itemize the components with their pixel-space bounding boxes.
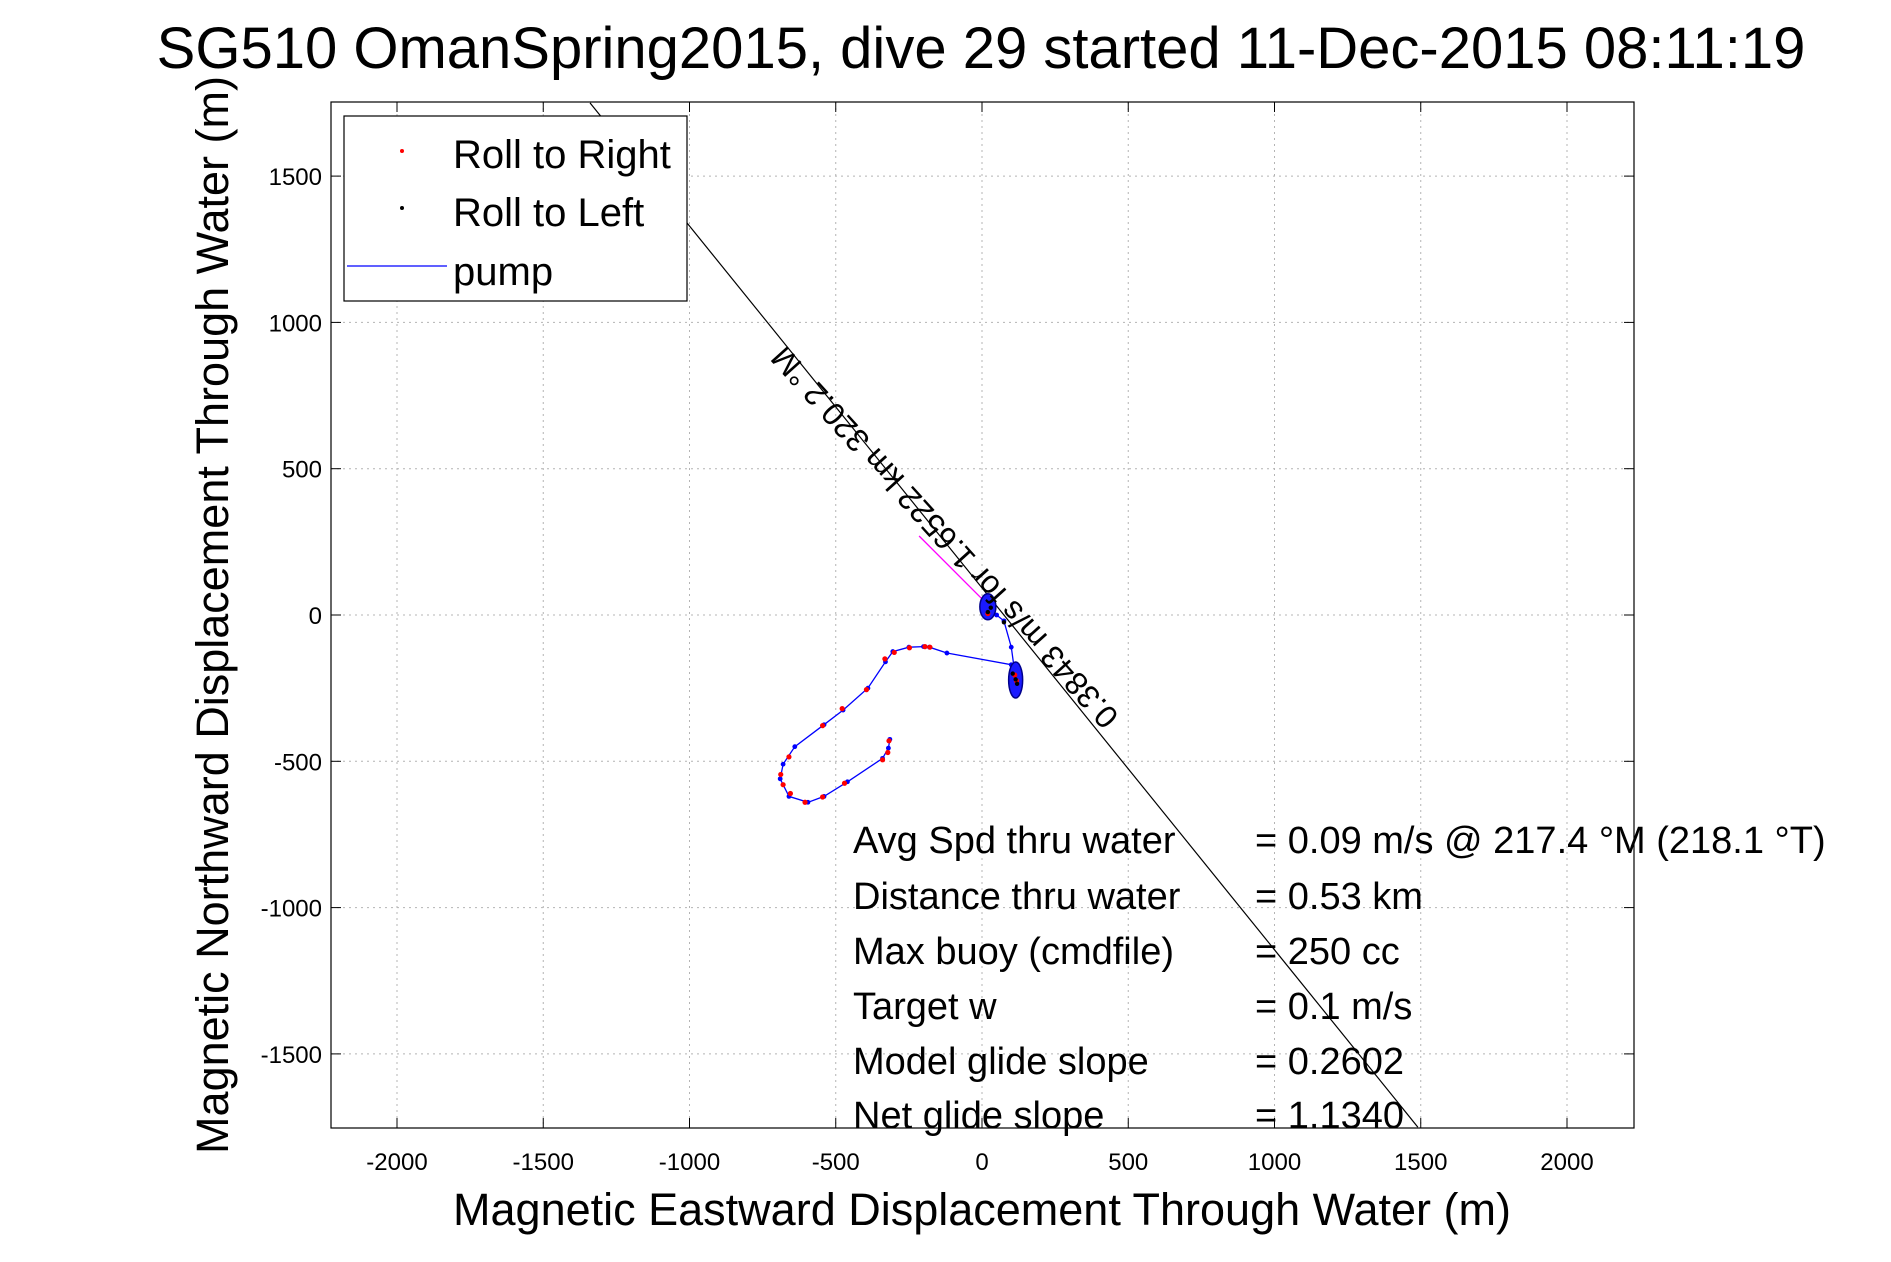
y-tick-label: -1000: [261, 896, 322, 923]
x-axis-label: Magnetic Eastward Displacement Through W…: [453, 1184, 1511, 1235]
info-label: Max buoy (cmdfile): [853, 931, 1174, 973]
info-value: = 250 cc: [1255, 931, 1400, 973]
roll-right-point: [906, 645, 913, 651]
pump-marker-cluster: [979, 593, 997, 621]
info-label: Target w: [853, 986, 997, 1028]
legend-marker-roll-right: [400, 149, 404, 153]
x-tick-label: -500: [812, 1149, 860, 1176]
x-tick-label: -1500: [513, 1149, 574, 1176]
roll-right-point: [786, 754, 792, 760]
roll-right-point: [886, 738, 892, 744]
tick-labels: -2000 -1500 -1000 -500 0 500 1000 1500 2000 -1500…: [261, 102, 1634, 1176]
pump-point: [792, 744, 798, 750]
x-tick-label: 2000: [1540, 1149, 1593, 1176]
y-tick-label: -1500: [261, 1042, 322, 1069]
series-line: [589, 102, 1419, 1128]
legend-label-pump: pump: [453, 250, 553, 294]
x-tick-label: 0: [975, 1149, 988, 1176]
info-value: = 1.1340: [1255, 1095, 1404, 1137]
roll-left-point: [1013, 677, 1018, 682]
y-tick-label: 1000: [269, 310, 322, 337]
roll-right-point: [891, 649, 897, 656]
y-tick-label: -500: [274, 749, 322, 776]
series-line: [918, 535, 989, 606]
roll-right-point: [885, 749, 891, 756]
roll-right-point: [819, 794, 826, 800]
info-value: = 0.1 m/s: [1255, 986, 1412, 1028]
roll-right-point: [863, 687, 870, 693]
pump-point: [944, 650, 950, 656]
roll-right-point: [922, 644, 928, 650]
y-axis-label: Magnetic Northward Displacement Through …: [187, 76, 238, 1154]
legend-label-roll-left: Roll to Left: [453, 191, 644, 235]
roll-right-point: [841, 780, 848, 786]
roll-left-point: [1001, 620, 1007, 625]
x-tick-label: -1000: [659, 1149, 720, 1176]
legend-label-roll-right: Roll to Right: [453, 133, 671, 177]
pump-point: [886, 745, 891, 751]
legend-marker-roll-left: [400, 206, 404, 210]
roll-right-point: [879, 757, 886, 763]
data-layer: [589, 102, 1419, 1128]
roll-right-point: [778, 771, 784, 778]
roll-right-point: [882, 656, 888, 662]
roll-right-point: [927, 644, 933, 650]
roll-right-point: [839, 706, 845, 712]
legend: Roll to Right Roll to Left pump: [343, 115, 688, 302]
roll-left-point: [988, 605, 993, 610]
dive-summary: Avg Spd thru water = 0.09 m/s @ 217.4 °M…: [853, 820, 1826, 1137]
info-label: Model glide slope: [853, 1041, 1149, 1083]
roll-right-point: [787, 790, 794, 797]
x-tick-label: 500: [1108, 1149, 1148, 1176]
info-label: Net glide slope: [853, 1095, 1104, 1137]
x-tick-label: 1500: [1394, 1149, 1447, 1176]
roll-right-point: [802, 799, 808, 805]
pump-point: [994, 612, 1000, 618]
y-tick-label: 1500: [269, 164, 322, 191]
info-value: = 0.2602: [1255, 1041, 1404, 1083]
y-tick-label: 500: [282, 457, 322, 484]
roll-left-point: [985, 609, 991, 615]
x-tick-label: 1000: [1248, 1149, 1301, 1176]
roll-left-point: [1014, 681, 1020, 686]
info-label: Distance thru water: [853, 876, 1181, 918]
info-label: Avg Spd thru water: [853, 820, 1176, 862]
roll-right-point: [819, 723, 826, 729]
roll-right-point: [780, 782, 786, 788]
pump-point: [1008, 644, 1014, 650]
roll-left-point: [1010, 671, 1015, 676]
pump-point: [777, 776, 783, 782]
info-value: = 0.09 m/s @ 217.4 °M (218.1 °T): [1255, 820, 1826, 862]
pump-point: [780, 761, 786, 767]
x-tick-label: -2000: [366, 1149, 427, 1176]
y-tick-label: 0: [309, 603, 322, 630]
info-value: = 0.53 km: [1255, 876, 1423, 918]
chart-title: SG510 OmanSpring2015, dive 29 started 11…: [157, 16, 1806, 81]
